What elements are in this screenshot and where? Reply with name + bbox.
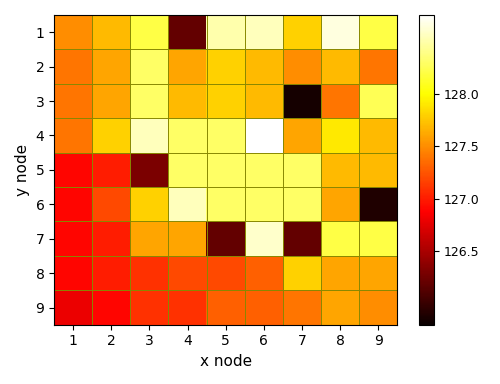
- X-axis label: x node: x node: [200, 354, 252, 369]
- Y-axis label: y node: y node: [15, 144, 30, 196]
